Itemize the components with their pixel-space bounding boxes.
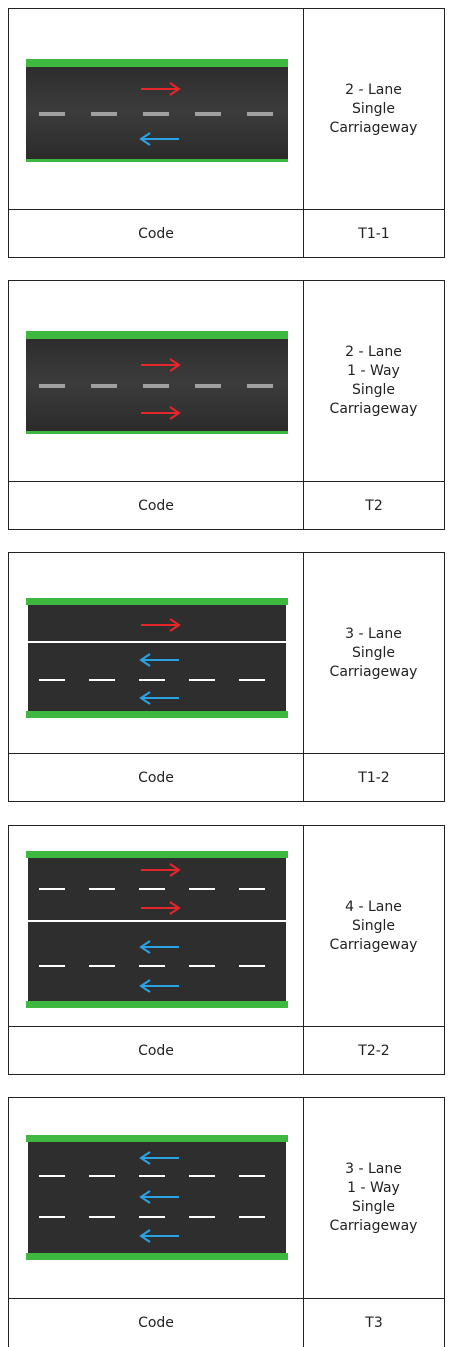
lane-dash	[143, 384, 169, 388]
description-line: 1 - Way	[347, 363, 400, 379]
arrow-head	[139, 1229, 151, 1243]
lane-dash	[247, 384, 273, 388]
description-line: Carriageway	[329, 119, 418, 136]
code-row: Code T1-1	[9, 209, 444, 258]
verge	[26, 159, 288, 162]
road-image	[9, 553, 304, 753]
card: 3 - Lane 1 - Way Single Carriageway Code T3	[8, 1097, 445, 1347]
description: 2 - Lane Single Carriageway	[303, 9, 444, 209]
road	[26, 1135, 288, 1260]
code-row: Code T2-2	[9, 1026, 444, 1075]
description-line: 3 - Lane	[345, 1161, 402, 1177]
road	[26, 331, 288, 434]
verge	[26, 851, 288, 858]
arrow-head	[169, 618, 181, 632]
code-label: Code	[9, 754, 304, 802]
lane-dash	[39, 384, 65, 388]
description: 4 - Lane Single Carriageway	[303, 826, 444, 1026]
road	[26, 598, 288, 718]
asphalt	[28, 851, 286, 1008]
lane-dash	[143, 112, 169, 116]
arrow-head	[139, 940, 151, 954]
description-line: 3 - Lane	[345, 625, 402, 642]
arrow-head	[139, 1190, 151, 1204]
card: 2 - Lane 1 - Way Single Carriageway Code T2	[8, 280, 445, 530]
arrow-head	[139, 979, 151, 993]
verge	[26, 59, 288, 67]
description-line: 1 - Way	[347, 1180, 400, 1196]
code-label: Code	[9, 210, 304, 258]
verge	[26, 1001, 288, 1008]
code-value: T1-2	[358, 770, 390, 786]
description-line: Single	[351, 1199, 396, 1215]
description: 3 - Lane 1 - Way Single Carriageway	[303, 1098, 444, 1298]
description-line: Single	[351, 100, 396, 117]
description-line: Single	[351, 917, 396, 934]
road-image	[9, 281, 304, 481]
arrow-head	[169, 358, 181, 372]
arrow-head	[169, 863, 181, 877]
lane-dash	[195, 384, 221, 388]
arrow-head	[139, 653, 151, 667]
code-label: Code	[9, 1027, 304, 1075]
road	[26, 59, 288, 162]
description-line: 4 - Lane	[345, 898, 402, 915]
card: 4 - Lane Single Carriageway Code T2-2	[8, 825, 445, 1075]
lane-dash	[39, 112, 65, 116]
arrow-head	[169, 901, 181, 915]
description-line: Single	[351, 382, 396, 398]
code-label: Code	[9, 482, 304, 530]
code-row: Code T3	[9, 1298, 444, 1347]
arrow-head	[139, 1151, 151, 1165]
verge	[26, 598, 288, 605]
verge	[26, 711, 288, 718]
verge	[26, 1253, 288, 1260]
description: 3 - Lane Single Carriageway	[303, 553, 444, 753]
road-image	[9, 9, 304, 209]
description-line: Single	[351, 644, 396, 661]
lane-dash	[195, 112, 221, 116]
code-value: T2-2	[358, 1043, 390, 1059]
asphalt	[28, 598, 286, 718]
road	[26, 851, 288, 1008]
description-line: Carriageway	[329, 401, 418, 417]
lane-dash	[91, 384, 117, 388]
code-row: Code T1-2	[9, 753, 444, 802]
description: 2 - Lane 1 - Way Single Carriageway	[303, 281, 444, 481]
verge	[26, 331, 288, 339]
verge	[26, 1135, 288, 1142]
verge	[26, 431, 288, 434]
arrow-head	[169, 82, 181, 96]
description-line: 2 - Lane	[345, 344, 402, 360]
asphalt	[26, 331, 288, 434]
arrow-head	[139, 132, 151, 146]
code-value: T2	[365, 498, 383, 514]
code-value: T1-1	[358, 226, 390, 242]
card: 3 - Lane Single Carriageway Code T1-2	[8, 552, 445, 802]
description-line: Carriageway	[329, 936, 418, 953]
lane-dash	[91, 112, 117, 116]
lane-dash	[247, 112, 273, 116]
code-label: Code	[9, 1299, 304, 1347]
road-image	[9, 1098, 304, 1298]
card: 2 - Lane Single Carriageway Code T1-1	[8, 8, 445, 258]
arrow-head	[139, 691, 151, 705]
description-line: 2 - Lane	[345, 81, 402, 98]
description-line: Carriageway	[329, 1218, 418, 1234]
code-row: Code T2	[9, 481, 444, 530]
description-line: Carriageway	[329, 663, 418, 680]
asphalt	[26, 59, 288, 162]
road-image	[9, 826, 304, 1026]
arrow-head	[169, 406, 181, 420]
code-value: T3	[365, 1315, 383, 1331]
